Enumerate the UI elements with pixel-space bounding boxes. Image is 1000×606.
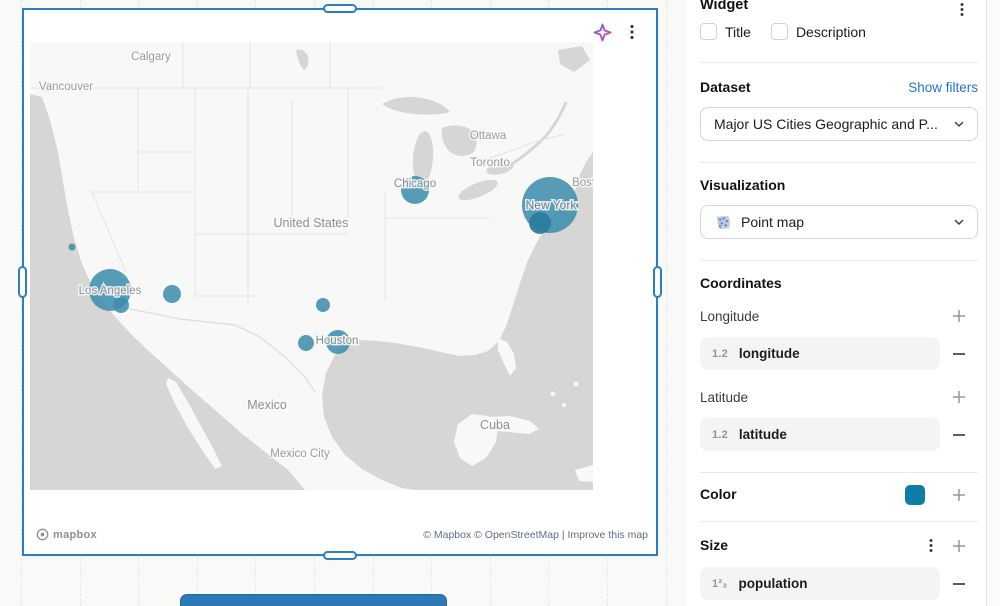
add-size-button[interactable] bbox=[950, 537, 968, 555]
resize-handle-bottom[interactable] bbox=[323, 551, 357, 560]
map-point-chicago[interactable] bbox=[401, 176, 429, 204]
longitude-label: Longitude bbox=[700, 309, 760, 324]
chevron-down-icon bbox=[954, 219, 964, 226]
size-header: Size bbox=[700, 537, 978, 553]
divider bbox=[700, 162, 978, 163]
remove-latitude-button[interactable] bbox=[950, 426, 968, 444]
resize-handle-top[interactable] bbox=[323, 4, 357, 13]
description-checkbox-label: Description bbox=[795, 23, 866, 40]
mapbox-logo-text: mapbox bbox=[53, 528, 97, 541]
color-heading: Color bbox=[700, 486, 737, 502]
panel-scrollbar[interactable] bbox=[986, 0, 1000, 606]
map-city-label: Mexico bbox=[247, 398, 287, 412]
chevron-down-icon bbox=[954, 121, 964, 128]
map-city-label: Houston bbox=[316, 335, 359, 347]
map-city-label: Chicago bbox=[394, 178, 436, 190]
title-checkbox-label: Title bbox=[725, 23, 751, 40]
dataset-selected-value: Major US Cities Geographic and P... bbox=[714, 116, 938, 132]
map-point-philadelphia[interactable] bbox=[529, 212, 551, 234]
map-city-label: New York bbox=[526, 198, 578, 212]
dataset-header: Dataset Show filters bbox=[700, 79, 978, 95]
visualization-select[interactable]: Point map bbox=[700, 205, 978, 239]
title-checkbox[interactable] bbox=[700, 23, 717, 40]
resize-handle-left[interactable] bbox=[18, 266, 27, 298]
decimal-type-icon: 1.2 bbox=[712, 347, 728, 360]
latitude-field-chip[interactable]: 1.2 latitude bbox=[700, 418, 940, 451]
widget-options: Title Description bbox=[700, 23, 886, 40]
point-map[interactable]: Vancouver Calgary Ottawa Toronto Boston New Y… bbox=[30, 42, 593, 490]
grid-line bbox=[665, 0, 667, 606]
add-longitude-button[interactable] bbox=[950, 307, 968, 325]
mapbox-logo[interactable]: mapbox bbox=[36, 528, 97, 541]
coordinates-header: Coordinates bbox=[700, 275, 978, 291]
map-point-dallas[interactable] bbox=[316, 298, 330, 312]
map-widget[interactable]: Vancouver Calgary Ottawa Toronto Boston New Y… bbox=[18, 4, 662, 560]
remove-longitude-button[interactable] bbox=[950, 345, 968, 363]
add-color-button[interactable] bbox=[950, 486, 968, 504]
divider bbox=[700, 472, 978, 473]
map-city-label: Cuba bbox=[480, 418, 510, 432]
grid-line bbox=[21, 0, 22, 606]
us-map-svg: Vancouver Calgary Ottawa Toronto Boston New Y… bbox=[30, 42, 593, 490]
map-city-label: Ottawa bbox=[470, 130, 507, 142]
population-field-chip[interactable]: 1²₃ population bbox=[700, 567, 940, 600]
longitude-field-chip[interactable]: 1.2 longitude bbox=[700, 337, 940, 370]
widget-menu-icon[interactable] bbox=[622, 22, 642, 42]
latitude-label: Latitude bbox=[700, 390, 749, 405]
population-field-name: population bbox=[738, 576, 808, 591]
coordinates-heading: Coordinates bbox=[700, 275, 782, 291]
visualization-header: Visualization bbox=[700, 177, 978, 193]
description-checkbox[interactable] bbox=[770, 23, 788, 40]
point-map-icon bbox=[714, 213, 733, 232]
map-point-san-diego[interactable] bbox=[113, 297, 129, 313]
panel-title: Widget bbox=[700, 0, 749, 13]
map-city-label: United States bbox=[273, 216, 348, 230]
map-city-label: Vancouver bbox=[39, 81, 93, 93]
size-heading: Size bbox=[700, 537, 729, 553]
map-city-label: Mexico City bbox=[270, 448, 330, 460]
map-point-phoenix[interactable] bbox=[163, 285, 181, 303]
map-city-label: Calgary bbox=[131, 51, 171, 63]
divider bbox=[700, 62, 978, 63]
show-filters-link[interactable]: Show filters bbox=[908, 79, 978, 95]
map-footer: mapbox © Mapbox © OpenStreetMap | Improv… bbox=[36, 528, 648, 541]
visualization-selected-value: Point map bbox=[741, 214, 805, 230]
map-point-san-antonio[interactable] bbox=[298, 335, 314, 351]
mapbox-logo-icon bbox=[36, 528, 49, 541]
longitude-field-name: longitude bbox=[738, 346, 800, 361]
map-city-label: Boston bbox=[572, 177, 593, 189]
resize-handle-right[interactable] bbox=[653, 266, 662, 298]
settings-panel: Widget Title Description Dataset Show fi… bbox=[686, 0, 1000, 606]
remove-population-button[interactable] bbox=[950, 575, 968, 593]
widget-toolbar bbox=[592, 22, 642, 42]
decimal-type-icon: 1.2 bbox=[712, 428, 728, 441]
ai-sparkle-icon[interactable] bbox=[592, 22, 612, 42]
map-city-label: Los Angeles bbox=[79, 285, 142, 297]
divider bbox=[700, 260, 978, 261]
dashboard-canvas: Vancouver Calgary Ottawa Toronto Boston New Y… bbox=[18, 0, 667, 606]
color-swatch[interactable] bbox=[905, 485, 925, 505]
size-menu-icon[interactable] bbox=[922, 537, 940, 555]
map-attribution[interactable]: © Mapbox © OpenStreetMap | Improve this … bbox=[423, 528, 648, 541]
adjacent-widget-edge[interactable] bbox=[180, 594, 447, 606]
panel-menu-icon[interactable] bbox=[952, 0, 972, 20]
dataset-select[interactable]: Major US Cities Geographic and P... bbox=[700, 107, 978, 141]
dataset-heading: Dataset bbox=[700, 79, 751, 95]
map-point-houston[interactable] bbox=[326, 330, 350, 354]
map-point-san-jose[interactable] bbox=[68, 243, 76, 251]
integer-type-icon: 1²₃ bbox=[712, 577, 728, 590]
divider bbox=[700, 521, 978, 522]
map-city-label: Toronto bbox=[470, 155, 510, 169]
color-header: Color bbox=[700, 486, 978, 502]
latitude-field-name: latitude bbox=[738, 427, 787, 442]
visualization-heading: Visualization bbox=[700, 177, 786, 193]
add-latitude-button[interactable] bbox=[950, 388, 968, 406]
